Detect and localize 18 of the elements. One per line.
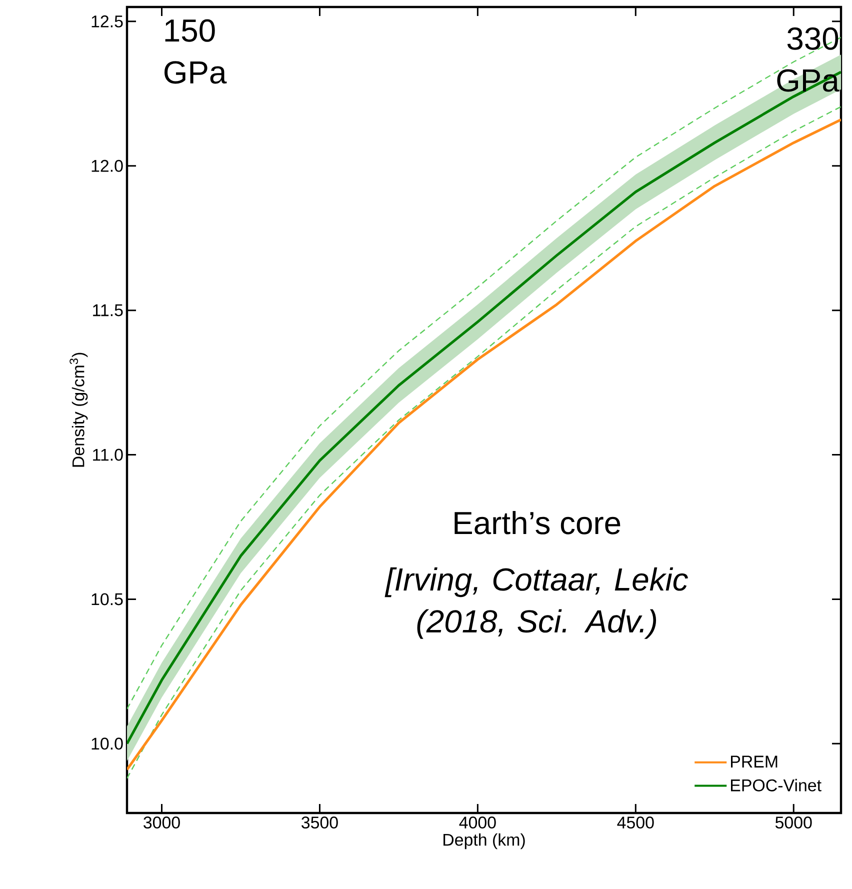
x-tick-label: 4000 <box>459 816 496 829</box>
y-tick-label: 11.5 <box>93 304 123 316</box>
annotation: [Irving, Cottaar, Lekic (2018, Sci. Adv.) <box>384 567 688 639</box>
y-tick-label: 11.0 <box>93 448 123 461</box>
x-tick-label: 4500 <box>617 816 654 829</box>
y-tick-label: 10.0 <box>92 738 123 750</box>
legend-label: EPOC-Vinet <box>731 778 822 792</box>
x-tick-label: 5000 <box>775 816 812 829</box>
x-axis-title: Depth (km) <box>444 833 525 850</box>
legend-label: PREM <box>731 756 778 768</box>
y-axis-title: Density (g/cm$^{3}$) <box>70 352 88 467</box>
y-tick-label: 12.0 <box>92 160 123 172</box>
y-tick-label: 10.5 <box>92 593 123 606</box>
annotation: Earth’s core <box>454 510 620 534</box>
x-tick-label: 3000 <box>144 816 180 829</box>
x-tick-label: 3500 <box>302 816 338 829</box>
annotation: 150 GPa <box>164 19 227 84</box>
y-tick-label: 12.5 <box>92 15 123 28</box>
